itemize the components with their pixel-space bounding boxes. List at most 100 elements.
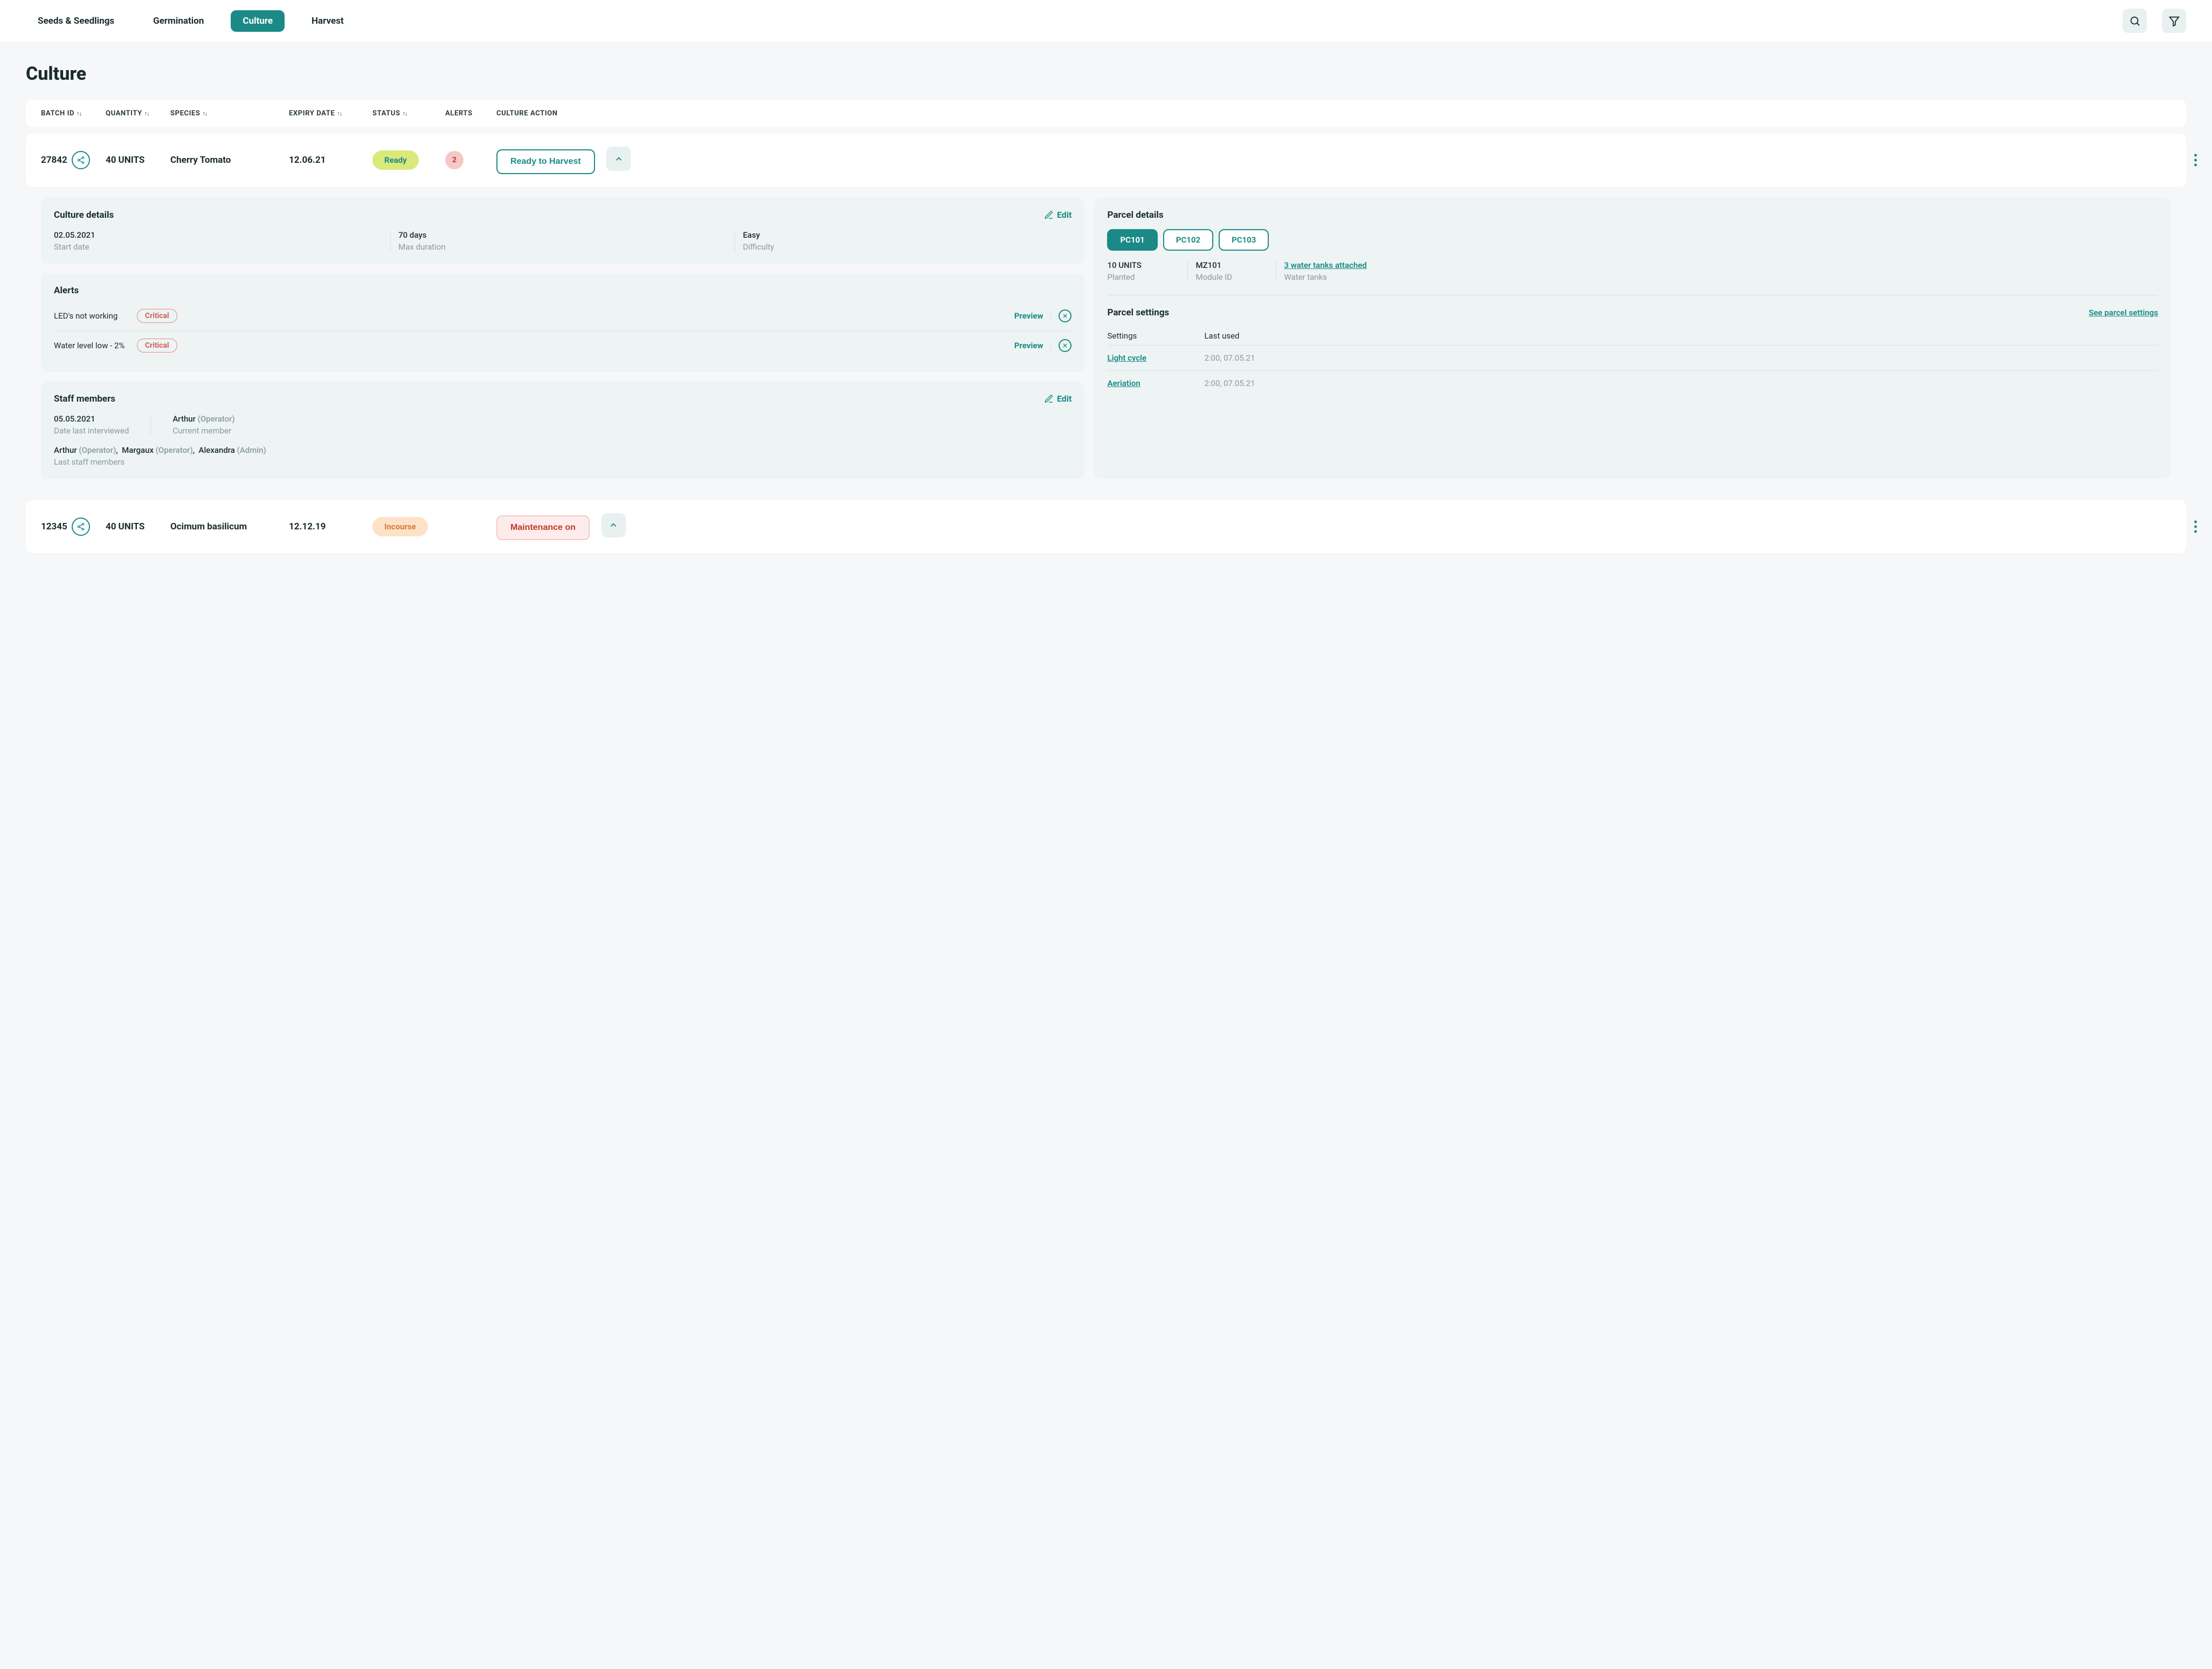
col-culture-action: CULTURE ACTION — [496, 109, 2171, 118]
sort-icon: ↑↓ — [203, 110, 208, 117]
start-date-value: 02.05.2021 — [54, 230, 383, 240]
species: Ocimum basilicum — [170, 521, 289, 532]
maintenance-on-button[interactable]: Maintenance on — [496, 515, 590, 540]
search-icon — [2129, 15, 2141, 27]
module-id-value: MZ101 — [1195, 260, 1268, 270]
batch-id: 27842 — [41, 151, 106, 169]
edit-icon — [1044, 210, 1054, 220]
tab-seeds[interactable]: Seeds & Seedlings — [26, 10, 126, 32]
collapse-button[interactable] — [602, 513, 626, 537]
last-staff-list: Arthur (Operator), Margaux (Operator), A… — [54, 445, 1072, 455]
more-options-button[interactable] — [2190, 516, 2201, 537]
parcel-title: Parcel details — [1107, 210, 2158, 220]
col-status[interactable]: STATUS↑↓ — [372, 109, 445, 118]
expiry-date: 12.06.21 — [289, 155, 372, 165]
see-parcel-settings-link[interactable]: See parcel settings — [2089, 308, 2158, 318]
sort-icon: ↑↓ — [337, 110, 342, 117]
parcel-tab-pc102[interactable]: PC102 — [1163, 229, 1213, 251]
preview-alert-button[interactable]: Preview — [1014, 341, 1052, 350]
alert-badge: 2 — [445, 151, 464, 169]
close-icon — [1062, 313, 1068, 319]
edit-staff-button[interactable]: Edit — [1044, 394, 1072, 404]
last-staff-label: Last staff members — [54, 457, 1072, 467]
planted-value: 10 UNITS — [1107, 260, 1180, 270]
tab-harvest[interactable]: Harvest — [300, 10, 356, 32]
table-row: 12345 40UNITS Ocimum basilicum 12.12.19 … — [26, 500, 2186, 554]
max-duration-value: 70 days — [398, 230, 727, 240]
alerts-title: Alerts — [54, 285, 1072, 296]
col-batch-id[interactable]: BATCH ID↑↓ — [41, 109, 106, 118]
alert-row: LED's not working Critical Preview — [54, 301, 1072, 331]
settings-row: Aeriation 2:00, 07.05.21 — [1107, 370, 2158, 396]
expiry-date: 12.12.19 — [289, 521, 372, 532]
filter-button[interactable] — [2162, 9, 2186, 33]
alerts-count: 2 — [445, 151, 496, 169]
dismiss-alert-button[interactable] — [1059, 339, 1072, 352]
planted-label: Planted — [1107, 272, 1180, 282]
share-button[interactable] — [72, 518, 90, 536]
col-alerts: ALERTS — [445, 109, 496, 118]
col-quantity[interactable]: QUANTITY↑↓ — [106, 109, 170, 118]
filter-icon — [2168, 15, 2180, 27]
aeriation-link[interactable]: Aeriation — [1107, 378, 1140, 388]
col-expiry[interactable]: EXPIRY DATE↑↓ — [289, 109, 372, 118]
col-species[interactable]: SPECIES↑↓ — [170, 109, 289, 118]
status: Ready — [372, 150, 445, 170]
start-date-label: Start date — [54, 242, 383, 252]
water-tanks-label: Water tanks — [1284, 272, 2143, 282]
tab-culture[interactable]: Culture — [231, 10, 285, 32]
culture-details-panel: Culture details Edit 02.05.2021 Start dat… — [41, 198, 1084, 264]
staff-title: Staff members — [54, 394, 115, 404]
chevron-up-icon — [609, 520, 618, 530]
batch-id: 12345 — [41, 518, 106, 536]
more-options-button[interactable] — [2190, 150, 2201, 171]
alerts-panel: Alerts LED's not working Critical Previe… — [41, 273, 1084, 372]
status-badge: Incourse — [372, 517, 428, 536]
parcel-tab-pc103[interactable]: PC103 — [1219, 229, 1269, 251]
date-last-interviewed-label: Date last interviewed — [54, 426, 129, 436]
last-used-col-header: Last used — [1204, 331, 1239, 341]
sort-icon: ↑↓ — [77, 110, 81, 117]
collapse-button[interactable] — [606, 147, 631, 171]
status-badge: Ready — [372, 150, 419, 170]
quantity: 40UNITS — [106, 521, 170, 532]
preview-alert-button[interactable]: Preview — [1014, 311, 1052, 321]
settings-col-header: Settings — [1107, 331, 1204, 341]
table-header: BATCH ID↑↓ QUANTITY↑↓ SPECIES↑↓ EXPIRY D… — [26, 100, 2186, 127]
current-member-value: Arthur (Operator) — [172, 414, 234, 424]
severity-badge: Critical — [137, 309, 177, 323]
sort-icon: ↑↓ — [144, 110, 149, 117]
culture-action: Ready to Harvest — [496, 147, 2171, 174]
share-icon — [77, 522, 85, 531]
tab-germination[interactable]: Germination — [141, 10, 216, 32]
species: Cherry Tomato — [170, 155, 289, 165]
difficulty-value: Easy — [743, 230, 1072, 240]
difficulty-label: Difficulty — [743, 242, 1072, 252]
parcel-tab-pc101[interactable]: PC101 — [1107, 229, 1157, 251]
alert-name: LED's not working — [54, 311, 129, 321]
date-last-interviewed-value: 05.05.2021 — [54, 414, 129, 424]
culture-action: Maintenance on — [496, 513, 2171, 541]
ready-to-harvest-button[interactable]: Ready to Harvest — [496, 149, 595, 174]
share-button[interactable] — [72, 151, 90, 169]
dismiss-alert-button[interactable] — [1059, 309, 1072, 322]
page-title: Culture — [26, 63, 2186, 85]
aeriation-last-used: 2:00, 07.05.21 — [1204, 378, 1255, 388]
alert-name: Water level low - 2% — [54, 341, 129, 350]
module-id-label: Module ID — [1195, 272, 1268, 282]
water-tanks-link[interactable]: 3 water tanks attached — [1284, 260, 2143, 270]
chevron-up-icon — [614, 154, 624, 164]
edit-icon — [1044, 394, 1054, 404]
settings-row: Light cycle 2:00, 07.05.21 — [1107, 345, 2158, 370]
max-duration-label: Max duration — [398, 242, 727, 252]
table-row: 27842 40UNITS Cherry Tomato 12.06.21 Rea… — [26, 134, 2186, 187]
alert-row: Water level low - 2% Critical Preview — [54, 331, 1072, 360]
staff-panel: Staff members Edit 05.05.2021 Date last … — [41, 382, 1084, 479]
light-cycle-link[interactable]: Light cycle — [1107, 353, 1146, 363]
culture-details-title: Culture details — [54, 210, 114, 220]
search-button[interactable] — [2123, 9, 2147, 33]
parcel-settings-title: Parcel settings — [1107, 307, 1169, 318]
quantity: 40UNITS — [106, 155, 170, 165]
edit-culture-details-button[interactable]: Edit — [1044, 210, 1072, 220]
expanded-details: Culture details Edit 02.05.2021 Start dat… — [26, 198, 2186, 489]
